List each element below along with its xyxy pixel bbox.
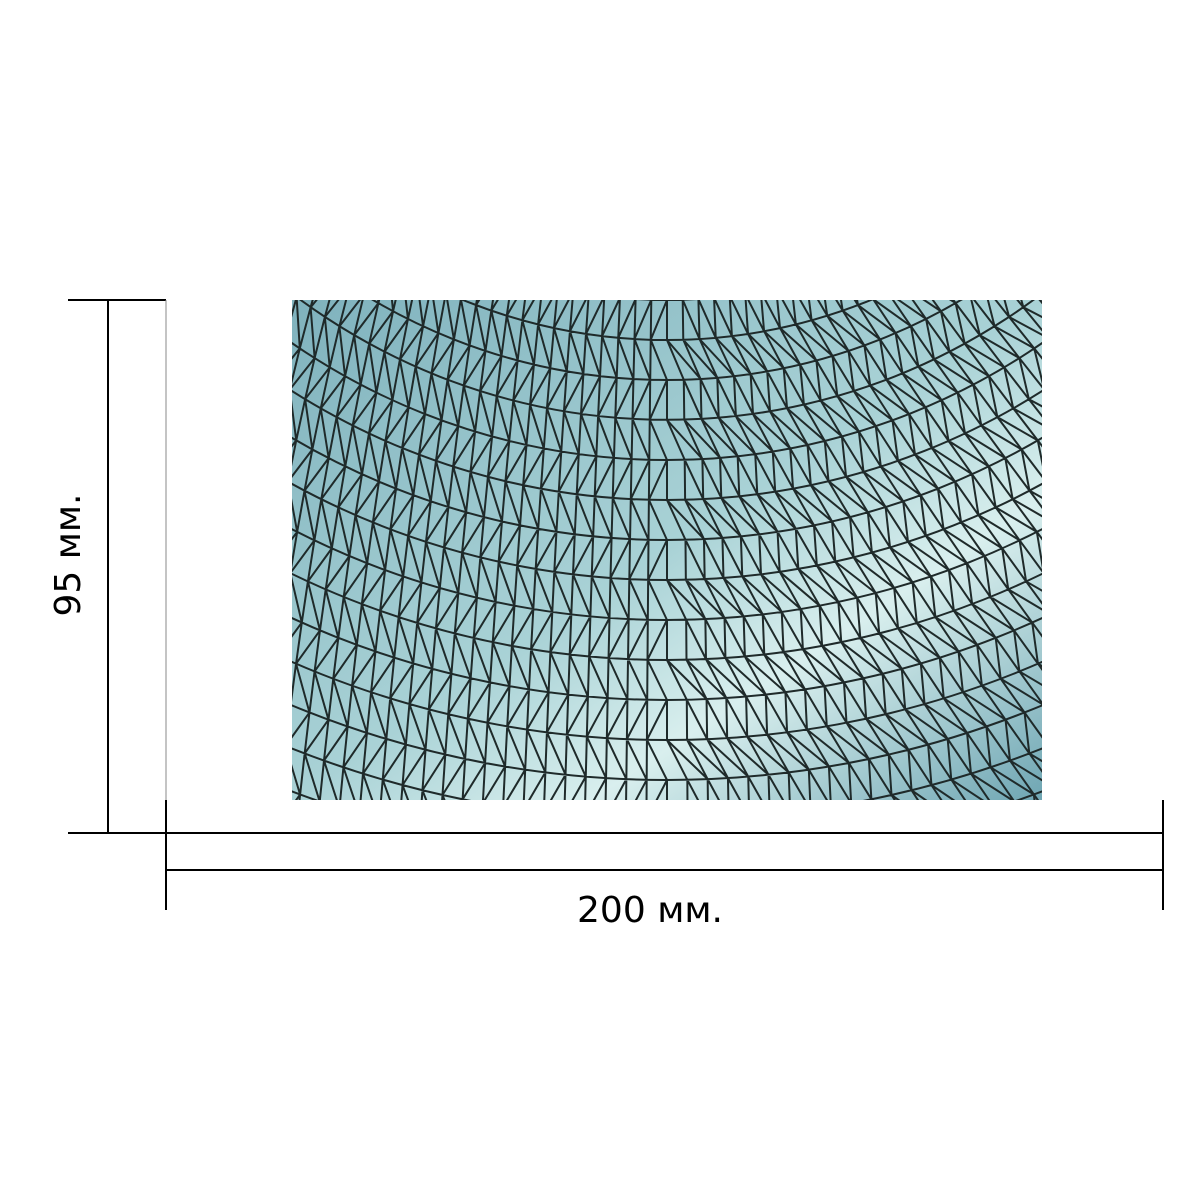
dome-frame (292, 300, 1042, 800)
width-label: 200 мм. (577, 890, 723, 931)
dome-grid (292, 300, 1042, 800)
height-label: 95 мм. (48, 493, 89, 616)
